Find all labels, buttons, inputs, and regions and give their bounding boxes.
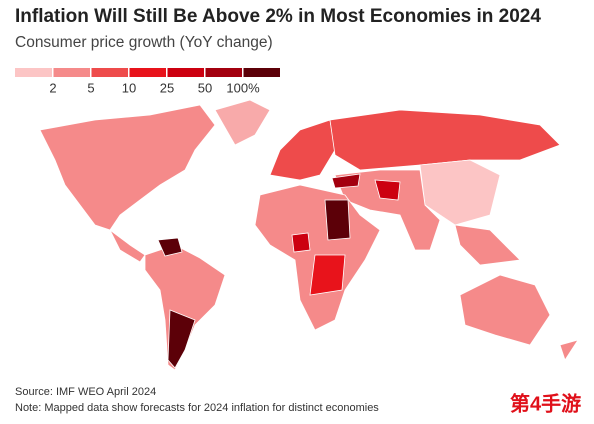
europe: [269, 119, 336, 181]
middle-east-india: [334, 169, 441, 251]
legend-swatch: [205, 68, 242, 77]
legend-tick-label: 2: [49, 80, 56, 95]
argentina: [167, 309, 196, 369]
legend-swatch: [167, 68, 204, 77]
legend-swatch: [243, 68, 280, 77]
legend: 2 5 10 25 50 100%: [15, 68, 280, 95]
watermark: 第4手游: [510, 391, 581, 415]
southeast-asia: [454, 224, 521, 266]
central-africa: [309, 254, 346, 296]
legend-swatch: [129, 68, 166, 77]
russia: [329, 109, 561, 171]
iran: [374, 179, 401, 201]
nigeria: [291, 232, 311, 253]
world-map: [39, 99, 579, 371]
north-america: [39, 104, 216, 231]
sudan: [324, 199, 351, 241]
venezuela: [157, 237, 183, 257]
new-zealand: [559, 339, 579, 361]
south-america: [144, 244, 226, 371]
legend-tick-label: 50: [198, 80, 212, 95]
note: Note: Mapped data show forecasts for 202…: [15, 402, 379, 414]
legend-swatch: [15, 68, 52, 77]
source: Source: IMF WEO April 2024: [15, 386, 156, 398]
legend-swatch: [53, 68, 90, 77]
turkey: [331, 173, 361, 189]
title: Inflation Will Still Be Above 2% in Most…: [15, 6, 541, 27]
subtitle: Consumer price growth (YoY change): [15, 34, 273, 51]
legend-tick-label: 10: [122, 80, 136, 95]
greenland: [214, 99, 271, 146]
legend-tick-label: 25: [160, 80, 174, 95]
central-america: [109, 229, 146, 263]
legend-tick-label: 100%: [226, 80, 260, 95]
australia: [459, 274, 551, 346]
legend-tick-label: 5: [87, 80, 94, 95]
legend-swatch: [91, 68, 128, 77]
